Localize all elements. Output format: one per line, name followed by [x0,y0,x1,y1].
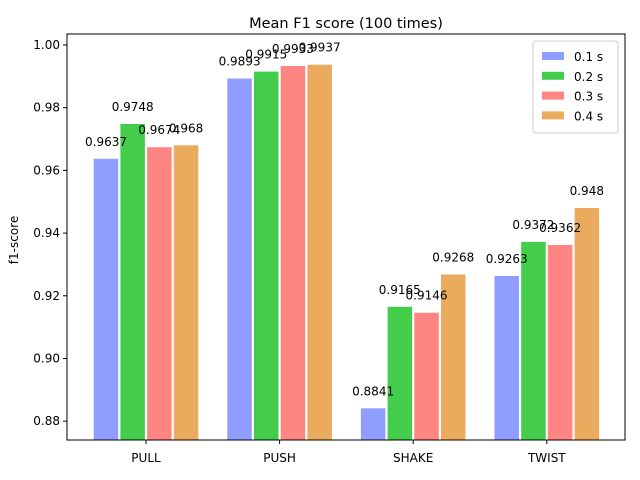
legend-swatch [542,52,564,60]
y-axis: 0.88 0.90 0.92 0.94 0.96 0.98 1.00 [33,38,67,428]
bar-pull-2 [120,124,145,440]
data-label: 0.9893 [219,55,261,69]
data-label: 0.9748 [112,100,154,114]
bars-group [93,64,600,441]
legend-swatch [542,71,564,80]
bar-twist-4 [574,208,600,440]
plot-frame [66,33,626,441]
data-label: 0.968 [169,121,203,135]
data-label: 0.9637 [85,135,127,149]
x-tick-label: SHAKE [393,451,433,465]
y-axis-label: f1-score [7,216,21,264]
legend: 0.1 s 0.2 s 0.3 s 0.4 s [532,40,619,134]
y-tick-label: 0.90 [33,351,60,365]
bar-push-1 [227,78,252,440]
legend-label: 0.3 s [574,90,603,104]
bar-pull-4 [173,145,199,441]
data-label: 0.9165 [379,283,421,297]
data-label: 0.9362 [539,221,581,235]
x-tick-label: PUSH [263,451,296,465]
legend-label: 0.1 s [574,50,603,64]
legend-swatch [542,91,564,100]
y-tick-label: 0.98 [33,101,60,115]
bar-pull-1 [93,158,119,441]
bar-shake-4 [441,274,466,440]
data-label: 0.9933 [272,42,314,56]
bar-shake-3 [414,312,439,440]
y-tick-label: 0.88 [33,414,60,428]
bar-twist-1 [494,276,519,440]
bar-pull-3 [147,147,172,440]
chart-title: Mean F1 score (100 times) [249,16,443,32]
y-tick-label: 1.00 [33,38,60,52]
y-tick-label: 0.94 [33,226,60,240]
bar-push-2 [254,71,279,440]
legend-swatch [542,111,564,120]
data-label: 0.9268 [432,251,474,265]
x-tick-label: PULL [131,451,161,465]
data-label: 0.9674 [138,123,180,137]
legend-label: 0.2 s [574,70,603,84]
data-label: 0.9146 [406,289,448,303]
data-label: 0.9937 [299,41,341,55]
x-axis: PULL PUSH SHAKE TWIST [131,440,566,465]
bar-shake-1 [360,408,386,440]
bar-twist-2 [521,241,546,440]
x-tick-label: TWIST [527,451,566,465]
legend-label: 0.4 s [574,109,603,123]
y-tick-label: 0.96 [33,163,60,177]
data-label: 0.9915 [245,48,287,62]
data-label: 0.9372 [512,218,554,232]
bar-twist-3 [547,245,573,440]
bar-push-4 [307,64,332,440]
bar-shake-2 [387,306,413,440]
bar-push-3 [280,66,306,440]
legend-frame [532,40,619,134]
data-label: 0.948 [570,184,604,198]
data-label: 0.8841 [352,384,394,398]
data-labels-group: 0.9637 0.9893 0.8841 0.9263 0.9748 0.9915 0.91… [85,41,604,399]
data-label: 0.9263 [486,252,528,266]
y-tick-label: 0.92 [33,289,60,303]
